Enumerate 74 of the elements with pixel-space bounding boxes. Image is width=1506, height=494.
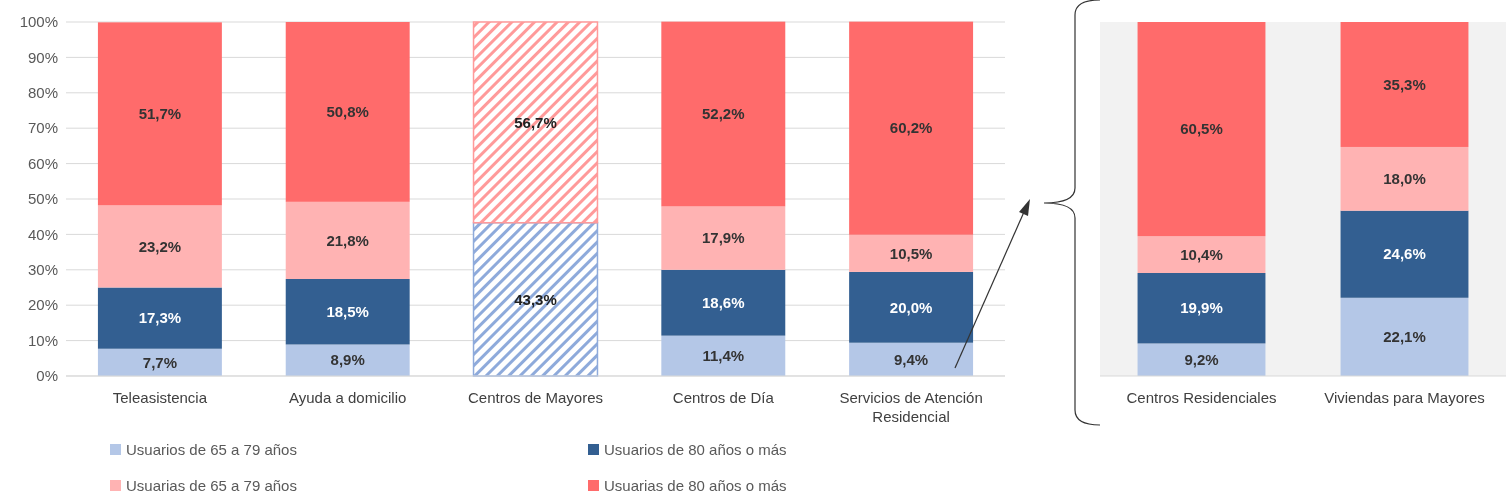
legend-label: Usuarios de 65 a 79 años	[126, 441, 297, 459]
data-label: 56,7%	[514, 113, 557, 131]
bar	[285, 201, 410, 279]
data-label: 22,1%	[1383, 328, 1426, 346]
data-label: 9,2%	[1184, 350, 1219, 368]
data-label: 60,2%	[889, 119, 933, 137]
bar	[661, 269, 786, 336]
x-tick-label: Centros de Día	[672, 389, 775, 406]
data-label: 8,9%	[330, 351, 365, 369]
bar	[661, 335, 786, 376]
data-label: 23,2%	[138, 237, 182, 255]
bar	[849, 342, 974, 376]
x-tick-label: Servicios de Atención Residencial	[839, 389, 983, 425]
data-label: 11,4%	[702, 347, 745, 365]
y-tick-label: 10%	[27, 331, 58, 349]
bar	[849, 271, 974, 343]
bar	[849, 234, 974, 272]
data-label: 24,6%	[1383, 245, 1426, 263]
y-tick-label: 100%	[19, 13, 58, 31]
bar	[661, 21, 786, 207]
data-label: 7,7%	[142, 353, 177, 371]
y-tick-label: 40%	[27, 225, 58, 243]
data-label: 43,3%	[514, 290, 557, 308]
data-label: 18,6%	[702, 293, 745, 311]
bar	[472, 221, 599, 377]
bar	[1340, 146, 1469, 211]
bar	[285, 344, 410, 376]
y-tick-label: 50%	[27, 190, 58, 208]
data-label: 10,4%	[1180, 245, 1223, 263]
y-tick-label: 60%	[27, 154, 58, 172]
y-tick-label: 30%	[27, 261, 58, 279]
data-label: 52,2%	[702, 105, 745, 123]
bar	[1137, 236, 1266, 273]
data-label: 51,7%	[138, 105, 182, 123]
y-tick-label: 0%	[36, 367, 58, 385]
data-label: 17,3%	[138, 309, 182, 327]
bar	[661, 206, 786, 270]
x-tick-label: Ayuda a domicilio	[289, 389, 407, 406]
bar	[1137, 22, 1266, 237]
x-tick-label: Centros de Mayores	[467, 389, 604, 406]
data-label: 18,5%	[326, 303, 369, 320]
x-tick-label: Teleasistencia	[112, 389, 208, 406]
bar	[1137, 272, 1266, 344]
data-label: 50,8%	[326, 103, 369, 121]
bar	[97, 22, 222, 206]
y-tick-label: 20%	[27, 296, 58, 314]
bar	[1340, 297, 1469, 376]
bar	[1340, 22, 1469, 147]
bar	[97, 205, 222, 288]
data-label: 35,3%	[1383, 75, 1426, 93]
data-label: 21,8%	[326, 231, 369, 249]
y-tick-label: 80%	[27, 84, 58, 102]
x-tick-label: Viviendas para Mayores	[1324, 389, 1485, 406]
x-tick-label: Centros Residenciales	[1126, 389, 1277, 406]
data-label: 18,0%	[1383, 170, 1426, 188]
data-label: 60,5%	[1180, 120, 1223, 138]
bar	[472, 21, 599, 224]
bar	[97, 287, 222, 349]
bar	[849, 21, 974, 235]
y-tick-label: 70%	[27, 119, 58, 137]
legend-label: Usuarias de 65 a 79 años	[126, 477, 297, 494]
y-tick-label: 90%	[27, 48, 58, 66]
bar	[285, 279, 410, 345]
bar	[1340, 210, 1469, 298]
data-label: 17,9%	[702, 229, 745, 247]
bar	[285, 22, 410, 202]
data-label: 10,5%	[889, 244, 933, 262]
data-label: 20,0%	[889, 298, 933, 316]
legend-label: Usuarios de 80 años o más	[604, 441, 787, 459]
bar	[1137, 343, 1266, 376]
legend-label: Usuarias de 80 años o más	[604, 477, 787, 494]
data-label: 9,4%	[894, 350, 929, 368]
data-label: 19,9%	[1180, 299, 1223, 317]
bar	[97, 348, 222, 376]
